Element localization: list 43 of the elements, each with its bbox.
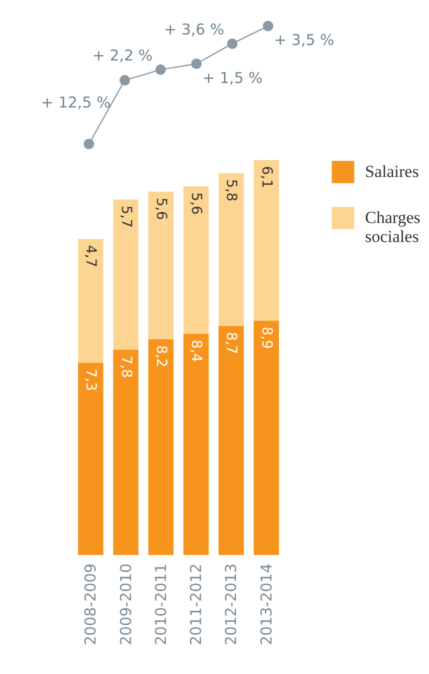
bar bbox=[148, 192, 174, 340]
legend-label: Salaires bbox=[365, 162, 419, 181]
data-label: 8,2 bbox=[152, 345, 169, 368]
x-tick-label: 2008-2009 bbox=[82, 564, 100, 646]
point bbox=[227, 38, 238, 49]
data-label: 8,4 bbox=[188, 340, 204, 362]
bar bbox=[113, 350, 138, 555]
data-label: 4,7 bbox=[82, 245, 99, 268]
x-tick-label: 2010-2011 bbox=[152, 564, 170, 646]
annotation: + 3,6 % bbox=[164, 20, 224, 39]
annotation: + 2,2 % bbox=[92, 46, 153, 65]
annotation: + 12,5 % bbox=[40, 93, 111, 112]
point bbox=[155, 64, 166, 75]
data-label: 5,6 bbox=[188, 192, 204, 215]
bar bbox=[78, 362, 104, 555]
legend-label: Charges sociales bbox=[365, 208, 420, 246]
bar bbox=[78, 239, 104, 363]
annotation: + 3,5 % bbox=[274, 31, 334, 49]
annotation: + 1,5 % bbox=[202, 68, 263, 87]
x-tick-label: 2012-2013 bbox=[222, 564, 240, 646]
bar bbox=[113, 200, 138, 350]
bar bbox=[254, 160, 279, 321]
x-tick-label: 2009-2010 bbox=[116, 564, 135, 646]
bar bbox=[218, 173, 244, 326]
bar bbox=[148, 339, 174, 555]
bar bbox=[218, 326, 244, 555]
bar bbox=[183, 334, 209, 555]
x-tick-label: 2013-2014 bbox=[257, 564, 276, 646]
point bbox=[84, 138, 94, 150]
data-label: 7,8 bbox=[118, 356, 134, 378]
data-label: 8,7 bbox=[223, 332, 240, 354]
data-label: 5,7 bbox=[118, 206, 134, 228]
data-label: 5,8 bbox=[223, 179, 240, 202]
point bbox=[191, 58, 202, 69]
bar bbox=[183, 186, 209, 334]
data-label: 7,3 bbox=[82, 368, 99, 392]
point bbox=[120, 75, 130, 86]
x-tick-label: 2011-2012 bbox=[187, 564, 206, 646]
bar bbox=[254, 320, 279, 555]
data-label: 5,6 bbox=[152, 198, 169, 220]
data-label: 6,1 bbox=[258, 166, 274, 188]
data-label: 8,9 bbox=[258, 326, 274, 349]
point bbox=[262, 20, 274, 32]
